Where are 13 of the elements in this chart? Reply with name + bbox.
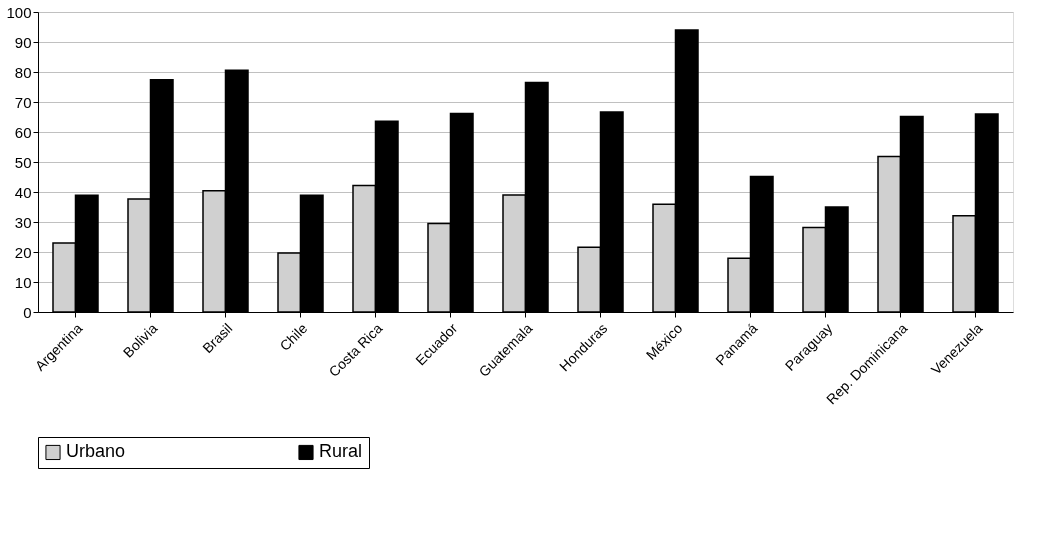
- legend-label: Urbano: [66, 441, 126, 462]
- y-tick-label: 70: [14, 93, 32, 111]
- y-tick-label: 40: [14, 183, 32, 201]
- y-tick-label: 80: [14, 63, 32, 81]
- y-tick-label: 100: [6, 3, 32, 21]
- y-tick-label: 30: [14, 213, 32, 231]
- y-tick-label: 60: [14, 123, 32, 141]
- y-tick-label: 20: [14, 243, 32, 261]
- y-tick-label: 90: [14, 33, 32, 51]
- y-tick-label: 10: [14, 273, 32, 291]
- y-tick-label: 50: [14, 153, 32, 171]
- legend-label: Rural: [319, 441, 363, 462]
- y-tick-label: 0: [23, 303, 32, 321]
